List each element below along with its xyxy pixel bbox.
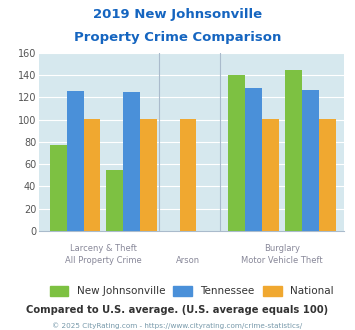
Bar	[245, 88, 262, 231]
Bar	[123, 92, 140, 231]
Bar	[84, 118, 100, 231]
Text: All Property Crime: All Property Crime	[65, 255, 142, 265]
Bar	[228, 75, 245, 231]
Bar	[106, 170, 123, 231]
Legend: New Johnsonville, Tennessee, National: New Johnsonville, Tennessee, National	[45, 282, 338, 301]
Bar	[285, 70, 302, 231]
Bar	[302, 89, 319, 231]
Bar	[180, 118, 196, 231]
Text: © 2025 CityRating.com - https://www.cityrating.com/crime-statistics/: © 2025 CityRating.com - https://www.city…	[53, 323, 302, 329]
Bar	[319, 118, 336, 231]
Text: Property Crime Comparison: Property Crime Comparison	[74, 31, 281, 44]
Text: Burglary: Burglary	[264, 245, 300, 253]
Bar	[262, 118, 279, 231]
Text: Larceny & Theft: Larceny & Theft	[70, 245, 137, 253]
Bar	[67, 91, 84, 231]
Text: Motor Vehicle Theft: Motor Vehicle Theft	[241, 255, 323, 265]
Text: Arson: Arson	[176, 255, 200, 265]
Bar	[50, 145, 67, 231]
Text: 2019 New Johnsonville: 2019 New Johnsonville	[93, 8, 262, 21]
Text: Compared to U.S. average. (U.S. average equals 100): Compared to U.S. average. (U.S. average …	[26, 305, 329, 315]
Bar	[140, 118, 157, 231]
